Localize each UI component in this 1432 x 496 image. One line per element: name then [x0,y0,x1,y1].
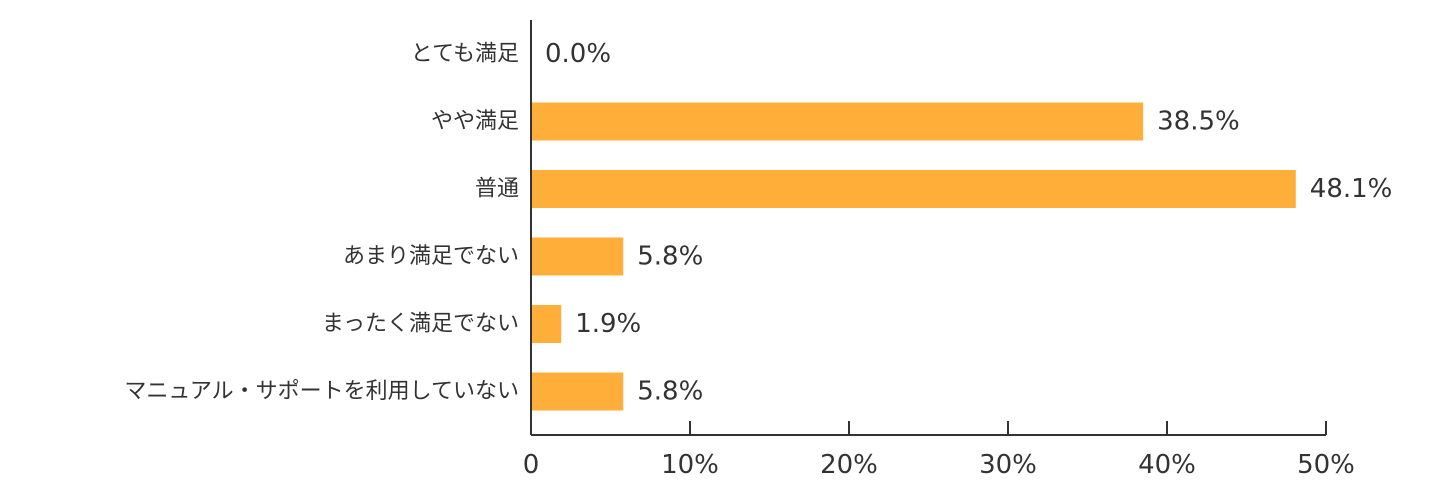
bars-layer [531,102,1296,411]
bar-4 [531,237,624,276]
bar-5 [531,305,562,343]
x-tick-label: 0 [523,450,540,480]
category-label: あまり満足でない [343,244,519,269]
data-label: 48.1% [1310,174,1393,204]
category-label: とても満足 [411,42,519,67]
x-tick-label: 50% [1297,450,1355,480]
x-tick-label: 30% [979,450,1037,480]
data-label: 5.8% [637,377,703,407]
data-label: 38.5% [1157,107,1240,137]
category-label: まったく満足でない [322,312,519,337]
bar-2 [531,102,1144,141]
category-label: やや満足 [431,109,519,134]
data-label: 0.0% [545,39,611,69]
category-label: マニュアル・サポートを利用していない [124,379,519,404]
x-tick-label: 10% [661,450,719,480]
axes-layer [530,20,1327,436]
x-tick-label: 20% [820,450,878,480]
data-label: 5.8% [637,242,703,272]
bar-3 [531,170,1296,208]
bar-6 [531,372,624,411]
labels-layer: とても満足 0.0% やや満足 38.5% 普通 48.1% あまり満足でない 5.8% まった… [124,39,1392,480]
category-label: 普通 [475,177,519,202]
x-tick-label: 40% [1138,450,1196,480]
data-label: 1.9% [575,309,641,339]
